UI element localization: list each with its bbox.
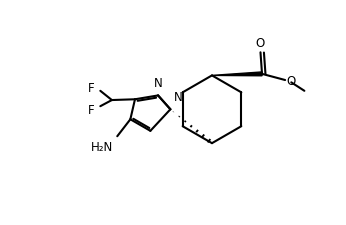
Text: O: O: [287, 74, 296, 87]
Text: O: O: [256, 37, 265, 50]
Text: N: N: [154, 77, 163, 90]
Text: H₂N: H₂N: [91, 140, 113, 153]
Text: N: N: [173, 91, 182, 104]
Text: F: F: [88, 82, 94, 95]
Polygon shape: [212, 73, 262, 76]
Text: F: F: [88, 103, 94, 116]
